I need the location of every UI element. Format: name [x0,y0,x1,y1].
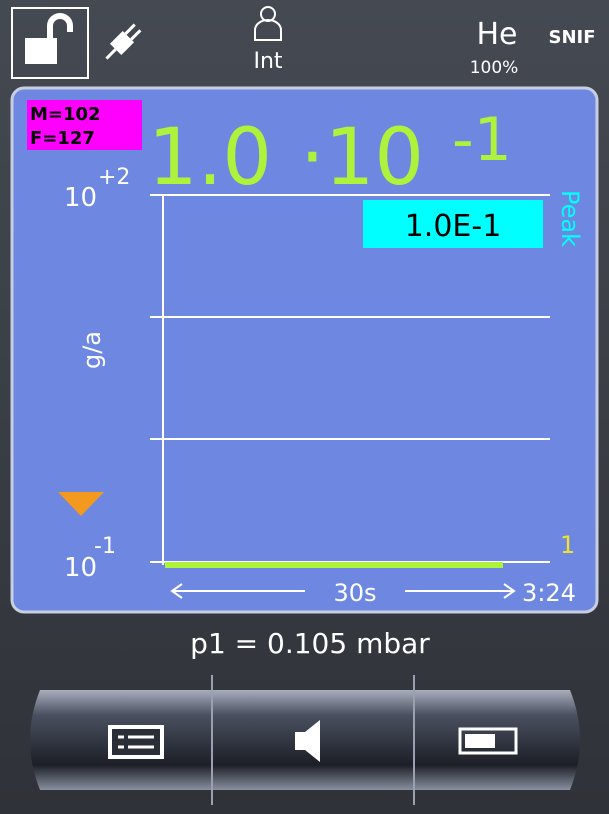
gas-label: He [476,17,517,52]
zero-button[interactable] [458,727,518,755]
time-end: 3:24 [522,579,576,607]
axis-unit: g/a [78,331,106,369]
plug-icon [105,23,142,60]
lock-button[interactable] [11,7,89,79]
axis-bottom-base: 10 [64,553,97,583]
speaker-button[interactable] [295,720,320,762]
peak-box [363,200,543,248]
range-marker: 1 [560,531,575,559]
reading-base: ·10 [300,113,424,203]
gas-level: 100% [470,58,519,78]
mass-box [27,100,142,150]
trigger-marker [58,492,104,516]
reading-exponent: -1 [452,105,512,175]
reading-mantissa: 1.0 [148,113,272,203]
signal-label: Int [253,49,282,74]
time-span: 30s [333,579,376,607]
menu-button[interactable] [108,725,164,759]
peak-value: 1.0E-1 [405,209,502,244]
mode-label: SNIF [548,27,595,48]
user-icon [254,6,282,41]
mass-label: M=102 [30,104,101,125]
axis-bottom-exponent: -1 [94,534,116,559]
axis-top-exponent: +2 [98,165,130,190]
pressure-label: p1 = 0.105 mbar [190,627,430,660]
filter-label: F=127 [30,128,95,149]
peak-label: Peak [556,190,584,247]
axis-top-base: 10 [64,183,97,213]
time-arrows [170,583,516,599]
